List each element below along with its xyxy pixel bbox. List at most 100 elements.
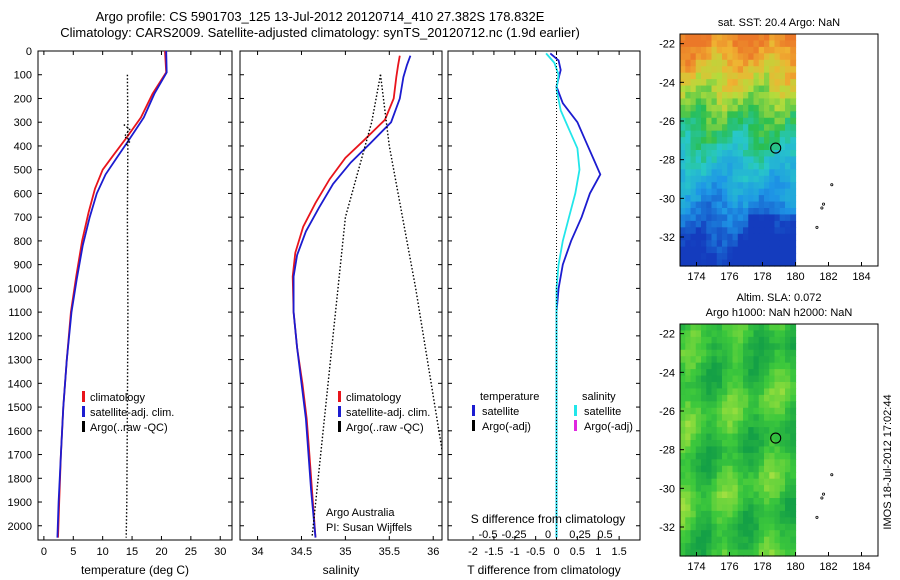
- heatmap-cell: [748, 498, 755, 506]
- heatmap-cell: [743, 169, 749, 177]
- heatmap-cell: [722, 343, 728, 351]
- heatmap-cell: [716, 34, 723, 42]
- heatmap-cell: [685, 85, 692, 93]
- heatmap-cell: [695, 162, 702, 170]
- heatmap-cell: [743, 246, 749, 254]
- heatmap-cell: [722, 433, 728, 441]
- heatmap-cell: [779, 259, 786, 267]
- heatmap-cell: [764, 530, 770, 538]
- sst_map-ytick-label: -26: [659, 116, 675, 128]
- heatmap-cell: [758, 259, 765, 267]
- sla_map-ytick-label: -26: [659, 406, 675, 418]
- heatmap-cell: [753, 240, 760, 248]
- heatmap-cell: [685, 34, 692, 42]
- heatmap-cell: [779, 472, 786, 480]
- heatmap-cell: [695, 79, 702, 87]
- heatmap-cell: [758, 46, 765, 54]
- heatmap-cell: [785, 440, 791, 448]
- heatmap-cell: [706, 150, 713, 158]
- heatmap-cell: [790, 523, 797, 531]
- heatmap-cell: [685, 472, 692, 480]
- heatmap-cell: [758, 472, 765, 480]
- heatmap-cell: [779, 117, 786, 125]
- heatmap-cell: [737, 79, 744, 87]
- heatmap-cell: [774, 330, 781, 338]
- heatmap-cell: [774, 498, 781, 506]
- heatmap-cell: [764, 208, 770, 216]
- heatmap-cell: [779, 227, 786, 235]
- heatmap-cell: [695, 394, 702, 402]
- heatmap-cell: [769, 362, 776, 370]
- heatmap-cell: [727, 491, 734, 499]
- heatmap-cell: [743, 85, 749, 93]
- heatmap-cell: [774, 111, 781, 119]
- heatmap-cell: [722, 79, 728, 87]
- depth-tick-label: 900: [14, 260, 32, 272]
- heatmap-cell: [716, 427, 723, 435]
- heatmap-cell: [753, 420, 760, 428]
- heatmap-cell: [790, 414, 797, 422]
- heatmap-cell: [779, 549, 786, 557]
- heatmap-cell: [737, 46, 744, 54]
- heatmap-cell: [758, 498, 765, 506]
- heatmap-cell: [748, 530, 755, 538]
- heatmap-cell: [732, 169, 739, 177]
- heatmap-cell: [690, 349, 697, 357]
- heatmap-cell: [716, 517, 723, 525]
- heatmap-cell: [753, 195, 760, 203]
- heatmap-cell: [779, 394, 786, 402]
- heatmap-cell: [774, 195, 781, 203]
- heatmap-cell: [779, 85, 786, 93]
- heatmap-cell: [680, 188, 686, 196]
- heatmap-cell: [785, 452, 791, 460]
- heatmap-cell: [743, 491, 749, 499]
- heatmap-cell: [727, 233, 734, 241]
- heatmap-cell: [774, 452, 781, 460]
- heatmap-cell: [737, 233, 744, 241]
- heatmap-cell: [690, 485, 697, 493]
- heatmap-cell: [716, 459, 723, 467]
- heatmap-cell: [774, 162, 781, 170]
- heatmap-cell: [748, 208, 755, 216]
- heatmap-cell: [732, 46, 739, 54]
- heatmap-cell: [701, 111, 707, 119]
- heatmap-cell: [748, 543, 755, 551]
- heatmap-cell: [716, 452, 723, 460]
- heatmap-cell: [764, 504, 770, 512]
- heatmap-cell: [753, 246, 760, 254]
- heatmap-cell: [764, 472, 770, 480]
- heatmap-cell: [680, 343, 686, 351]
- sla-map-title: Altim. SLA: 0.072: [737, 292, 822, 304]
- heatmap-cell: [785, 137, 791, 145]
- heatmap-cell: [758, 375, 765, 383]
- heatmap-cell: [769, 124, 776, 132]
- legend-label: Argo(-adj): [482, 421, 531, 433]
- heatmap-cell: [701, 150, 707, 158]
- sla_map-xtick-label: 180: [786, 561, 804, 573]
- heatmap-cell: [737, 253, 744, 261]
- heatmap-cell: [732, 150, 739, 158]
- heatmap-cell: [722, 34, 728, 42]
- heatmap-cell: [764, 253, 770, 261]
- heatmap-cell: [727, 420, 734, 428]
- heatmap-cell: [727, 156, 734, 164]
- heatmap-cell: [701, 433, 707, 441]
- heatmap-cell: [779, 440, 786, 448]
- temperature-xtick-label: 0: [41, 546, 47, 558]
- series-line: [125, 74, 129, 538]
- heatmap-cell: [785, 162, 791, 170]
- heatmap-cell: [774, 188, 781, 196]
- heatmap-cell: [722, 188, 728, 196]
- heatmap-cell: [785, 111, 791, 119]
- heatmap-cell: [722, 40, 728, 48]
- heatmap-cell: [758, 414, 765, 422]
- heatmap-cell: [790, 485, 797, 493]
- heatmap-cell: [753, 104, 760, 112]
- heatmap-cell: [748, 465, 755, 473]
- heatmap-cell: [711, 440, 718, 448]
- annotation-argo-australia: Argo Australia: [326, 507, 395, 519]
- heatmap-cell: [764, 59, 770, 67]
- heatmap-cell: [706, 440, 713, 448]
- heatmap-cell: [737, 523, 744, 531]
- heatmap-cell: [685, 336, 692, 344]
